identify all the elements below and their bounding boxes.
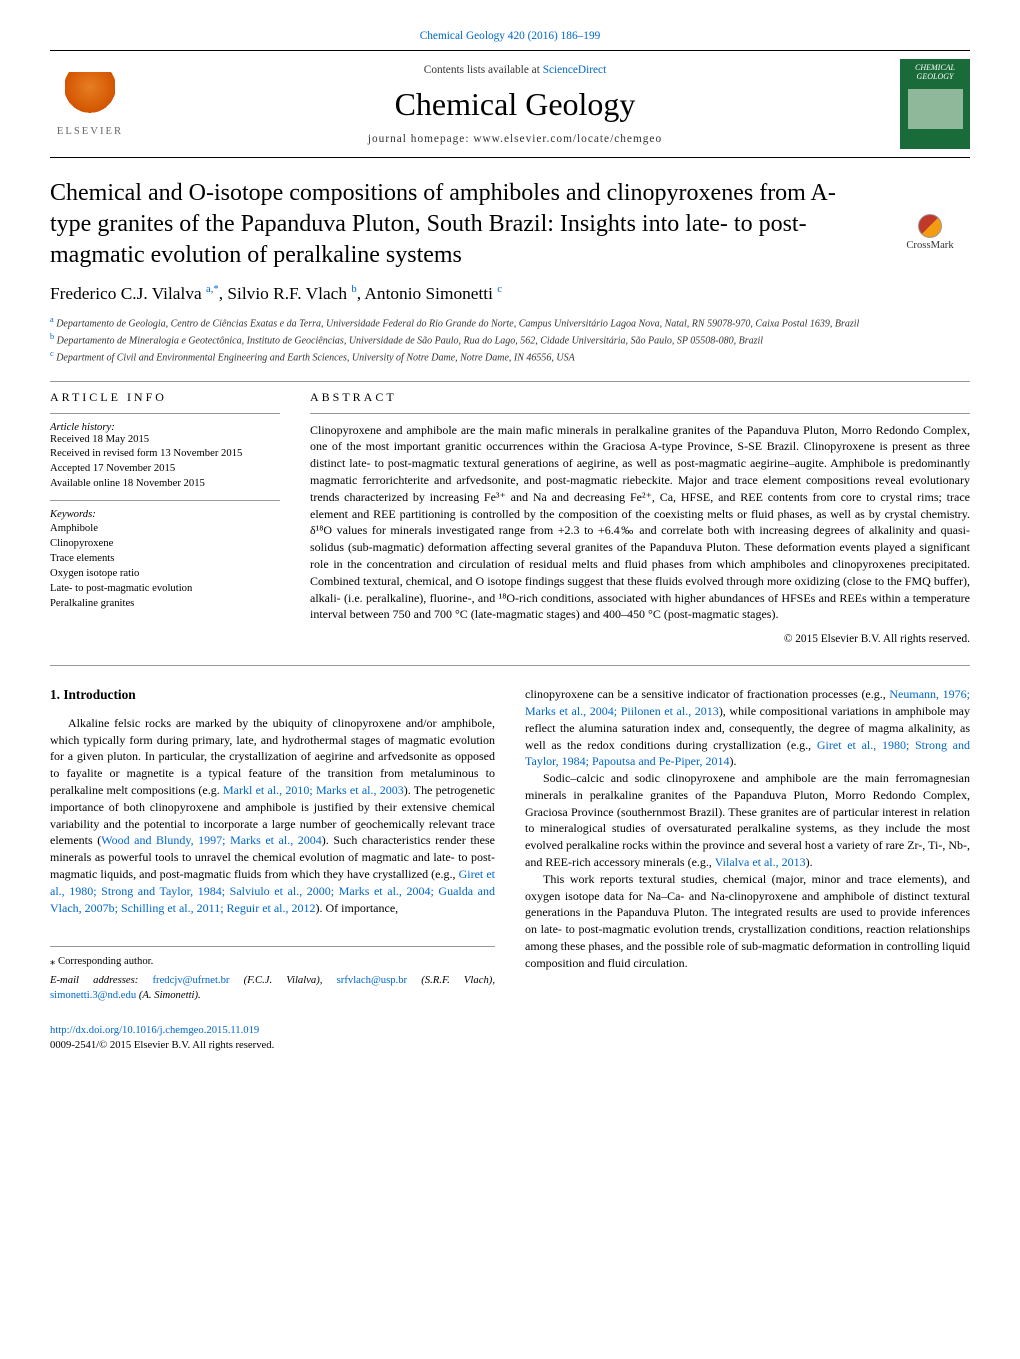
header-center: Contents lists available at ScienceDirec… — [130, 64, 900, 145]
history-item: Received 18 May 2015 — [50, 433, 280, 448]
footer-block: ⁎ Corresponding author. E-mail addresses… — [50, 946, 495, 1004]
corresponding-author-note: ⁎ Corresponding author. — [50, 955, 495, 970]
abstract-column: ABSTRACT Clinopyroxene and amphibole are… — [310, 390, 970, 646]
elsevier-logo: ELSEVIER — [50, 59, 130, 149]
authors-line: Frederico C.J. Vilalva a,*, Silvio R.F. … — [50, 284, 970, 304]
text-run: clinopyroxene can be a sensitive indicat… — [525, 687, 889, 701]
affiliation-line: a Departamento de Geologia, Centro de Ci… — [50, 314, 970, 331]
keyword-item: Clinopyroxene — [50, 537, 280, 552]
journal-cover-thumbnail: CHEMICAL GEOLOGY — [900, 59, 970, 149]
sciencedirect-line: Contents lists available at ScienceDirec… — [130, 64, 900, 76]
email-link[interactable]: fredcjv@ufrnet.br — [152, 975, 229, 986]
body-two-column: 1. Introduction Alkaline felsic rocks ar… — [50, 686, 970, 1054]
email-name: (A. Simonetti). — [136, 990, 201, 1001]
history-item: Received in revised form 13 November 201… — [50, 447, 280, 462]
text-run: ). — [730, 754, 737, 768]
divider — [50, 665, 970, 666]
article-info-column: ARTICLE INFO Article history: Received 1… — [50, 390, 280, 646]
reference-link[interactable]: Vilalva et al., 2013 — [715, 855, 806, 869]
homepage-url[interactable]: www.elsevier.com/locate/chemgeo — [473, 133, 662, 145]
text-run: ). Of importance, — [316, 901, 399, 915]
keyword-item: Peralkaline granites — [50, 597, 280, 612]
reference-link[interactable]: Wood and Blundy, 1997; Marks et al., 200… — [101, 833, 322, 847]
email-name: (F.C.J. Vilalva), — [229, 975, 336, 986]
info-abstract-row: ARTICLE INFO Article history: Received 1… — [50, 390, 970, 646]
elsevier-tree-icon — [65, 72, 115, 122]
reference-link[interactable]: Markl et al., 2010; Marks et al., 2003 — [223, 783, 404, 797]
affiliation-line: c Department of Civil and Environmental … — [50, 348, 970, 365]
journal-homepage: journal homepage: www.elsevier.com/locat… — [130, 133, 900, 145]
journal-name: Chemical Geology — [130, 86, 900, 123]
crossmark-label: CrossMark — [906, 240, 953, 251]
keyword-item: Oxygen isotope ratio — [50, 567, 280, 582]
divider — [50, 381, 970, 382]
email-name: (S.R.F. Vlach), — [407, 975, 495, 986]
keywords-label: Keywords: — [50, 509, 280, 520]
intro-paragraph-right-1: clinopyroxene can be a sensitive indicat… — [525, 686, 970, 770]
history-item: Available online 18 November 2015 — [50, 477, 280, 492]
history-block: Article history: Received 18 May 2015Rec… — [50, 422, 280, 502]
email-prefix: E-mail addresses: — [50, 975, 152, 986]
intro-heading: 1. Introduction — [50, 686, 495, 705]
keyword-item: Late- to post-magmatic evolution — [50, 582, 280, 597]
issn-line: 0009-2541/© 2015 Elsevier B.V. All right… — [50, 1040, 274, 1051]
history-label: Article history: — [50, 422, 280, 433]
cover-title-1: CHEMICAL — [915, 63, 955, 72]
abstract-text: Clinopyroxene and amphibole are the main… — [310, 422, 970, 624]
left-column: 1. Introduction Alkaline felsic rocks ar… — [50, 686, 495, 1054]
article-title: Chemical and O-isotope compositions of a… — [50, 178, 970, 272]
intro-paragraph-right-2: Sodic–calcic and sodic clinopyroxene and… — [525, 770, 970, 871]
divider — [310, 413, 970, 414]
right-column: clinopyroxene can be a sensitive indicat… — [525, 686, 970, 1054]
cover-title-2: GEOLOGY — [917, 72, 954, 81]
crossmark-icon — [918, 214, 942, 238]
cover-inner-icon — [908, 89, 963, 129]
keyword-item: Trace elements — [50, 552, 280, 567]
citation-line: Chemical Geology 420 (2016) 186–199 — [50, 30, 970, 42]
doi-link[interactable]: http://dx.doi.org/10.1016/j.chemgeo.2015… — [50, 1025, 259, 1036]
crossmark-badge[interactable]: CrossMark — [890, 214, 970, 251]
abstract-copyright: © 2015 Elsevier B.V. All rights reserved… — [310, 633, 970, 645]
email-link[interactable]: simonetti.3@nd.edu — [50, 990, 136, 1001]
keyword-item: Amphibole — [50, 522, 280, 537]
intro-paragraph-right-3: This work reports textural studies, chem… — [525, 871, 970, 972]
history-item: Accepted 17 November 2015 — [50, 462, 280, 477]
article-info-heading: ARTICLE INFO — [50, 390, 280, 405]
doi-block: http://dx.doi.org/10.1016/j.chemgeo.2015… — [50, 1024, 495, 1054]
emails-line: E-mail addresses: fredcjv@ufrnet.br (F.C… — [50, 974, 495, 1004]
sciencedirect-prefix: Contents lists available at — [424, 64, 543, 76]
elsevier-label: ELSEVIER — [57, 126, 123, 137]
sciencedirect-link[interactable]: ScienceDirect — [543, 64, 607, 76]
affiliations-block: a Departamento de Geologia, Centro de Ci… — [50, 314, 970, 366]
affiliation-line: b Departamento de Mineralogia e Geotectô… — [50, 331, 970, 348]
journal-header: ELSEVIER Contents lists available at Sci… — [50, 50, 970, 158]
intro-paragraph-1: Alkaline felsic rocks are marked by the … — [50, 715, 495, 917]
divider — [50, 413, 280, 414]
text-run: ). — [806, 855, 813, 869]
email-link[interactable]: srfvlach@usp.br — [337, 975, 407, 986]
homepage-prefix: journal homepage: — [368, 133, 473, 145]
abstract-heading: ABSTRACT — [310, 390, 970, 405]
